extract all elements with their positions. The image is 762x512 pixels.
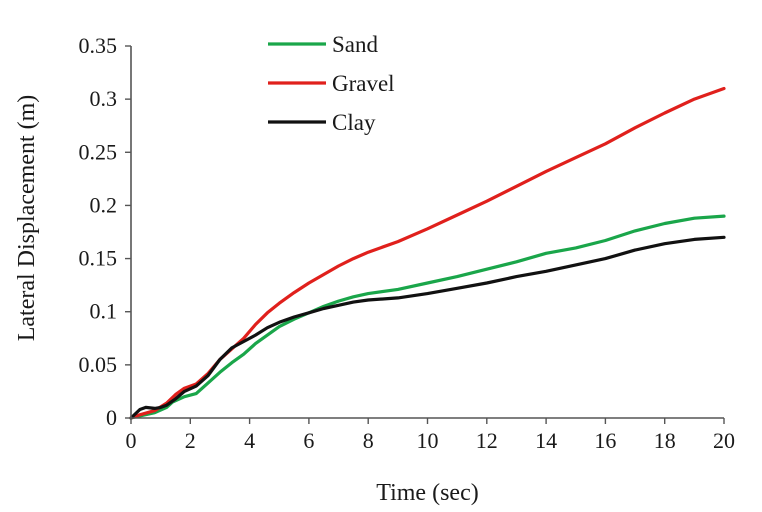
y-axis-title: Lateral Displacement (m) bbox=[14, 95, 40, 342]
legend-label-sand: Sand bbox=[332, 32, 379, 57]
plot-area bbox=[129, 86, 726, 420]
y-tick-label: 0.35 bbox=[79, 33, 118, 58]
legend-label-clay: Clay bbox=[332, 110, 376, 135]
y-tick-label: 0.25 bbox=[79, 139, 118, 164]
y-tick-label: 0.15 bbox=[79, 246, 118, 271]
x-tick-label: 20 bbox=[713, 428, 735, 453]
x-tick-label: 4 bbox=[244, 428, 255, 453]
y-tick-label: 0.05 bbox=[79, 352, 118, 377]
y-tick-label: 0.2 bbox=[90, 192, 118, 217]
series-line-clay bbox=[129, 235, 726, 420]
y-tick-label: 0.3 bbox=[90, 86, 118, 111]
x-tick-label: 16 bbox=[594, 428, 616, 453]
x-axis-ticks: 0 2 4 6 8 10 12 14 16 18 20 bbox=[126, 418, 735, 453]
x-tick-label: 0 bbox=[126, 428, 137, 453]
x-tick-label: 6 bbox=[303, 428, 314, 453]
x-tick-label: 12 bbox=[476, 428, 498, 453]
legend-label-gravel: Gravel bbox=[332, 71, 395, 96]
x-tick-label: 10 bbox=[417, 428, 439, 453]
y-tick-label: 0.1 bbox=[90, 299, 118, 324]
x-tick-label: 18 bbox=[654, 428, 676, 453]
legend: Sand Gravel Clay bbox=[268, 32, 395, 135]
x-axis-title: Time (sec) bbox=[376, 480, 478, 506]
y-tick-label: 0 bbox=[106, 405, 117, 430]
series-line-gravel bbox=[129, 86, 726, 420]
x-tick-label: 2 bbox=[185, 428, 196, 453]
y-axis-ticks: 0 0.05 0.1 0.15 0.2 0.25 0.3 0.35 bbox=[79, 33, 131, 430]
series-line-sand bbox=[129, 214, 726, 420]
x-tick-label: 14 bbox=[535, 428, 557, 453]
x-tick-label: 8 bbox=[363, 428, 374, 453]
